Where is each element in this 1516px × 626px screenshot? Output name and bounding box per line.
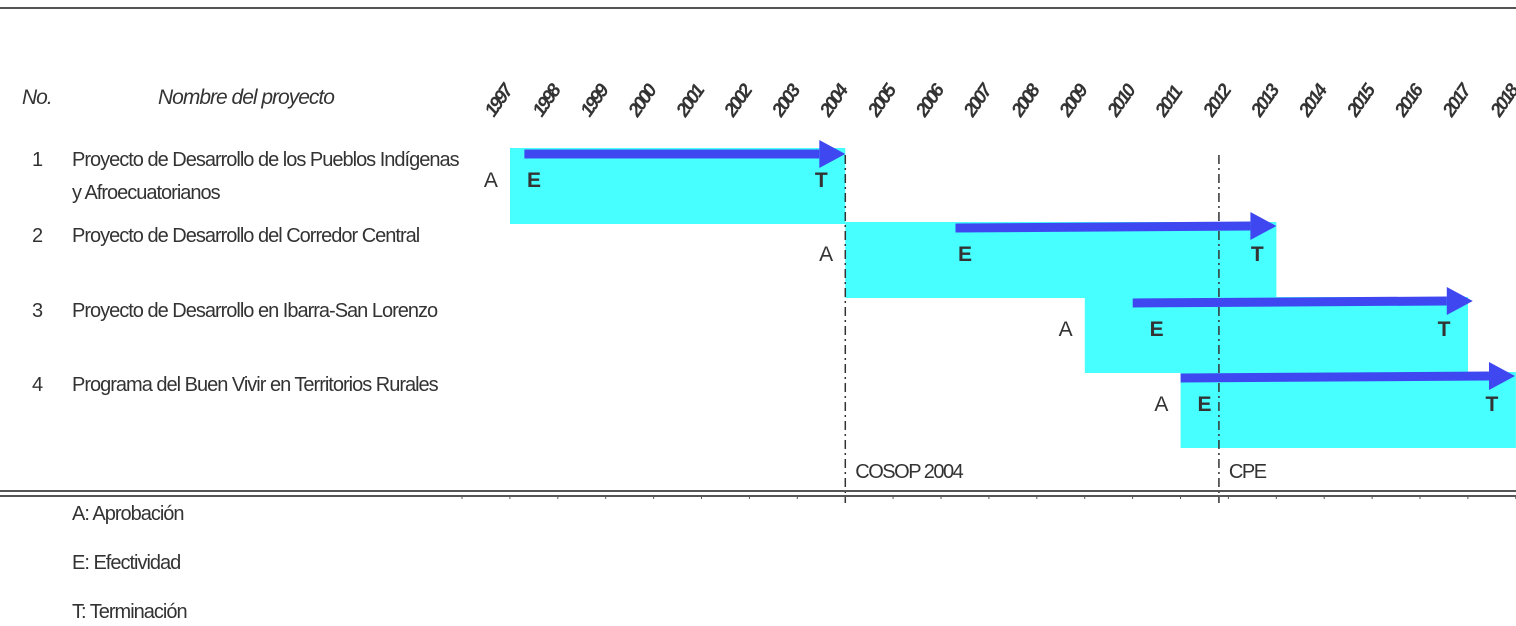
year-tick-label-1997: 1997 [481,79,519,121]
header-project-name-label: Nombre del proyecto [158,86,335,109]
termination-label-project-4: T [1486,393,1499,416]
arrow-shaft-project-2 [955,221,1251,233]
year-tick-label-2005: 2005 [864,80,902,122]
year-tick-label-2010: 2010 [1103,80,1141,122]
year-tick-label-2007: 2007 [959,79,998,122]
bar-project-2 [845,222,1277,298]
project-1-number: 1 [32,149,44,171]
approval-label-project-4: A [1154,393,1168,416]
arrow-shaft-project-3 [1132,296,1447,308]
arrow-shaft-project-4 [1180,371,1490,383]
milestone-label-1: COSOP 2004 [855,461,963,483]
legend-approval: A: Aprobación [72,503,185,525]
legend-termination: T: Terminación [72,601,188,623]
project-3-number: 3 [32,300,44,322]
bar-project-3 [1084,297,1468,373]
project-1-name: Proyecto de Desarrollo de los Pueblos In… [72,149,460,204]
project-4-name: Programa del Buen Vivir en Territorios R… [72,374,439,396]
arrow-head-project-1 [819,140,846,168]
project-4-number: 4 [32,374,44,396]
milestone-label-2: CPE [1229,461,1267,483]
year-tick-label-2013: 2013 [1247,80,1285,122]
year-tick-label-2014: 2014 [1295,80,1333,122]
year-tick-label-1999: 1999 [577,80,614,121]
effectiveness-label-project-3: E [1150,318,1164,341]
approval-label-project-3: A [1059,318,1073,341]
year-tick-label-2001: 2001 [672,81,709,122]
legend-effectiveness: E: Efectividad [72,552,181,574]
year-tick-label-2006: 2006 [911,80,949,122]
arrow-head-project-3 [1446,287,1473,315]
year-tick-label-2017: 2017 [1438,79,1477,122]
year-tick-label-1998: 1998 [529,80,566,121]
project-3-name: Proyecto de Desarrollo en Ibarra-San Lor… [72,300,438,322]
bar-project-4 [1180,372,1516,448]
top-rule [0,7,1516,9]
arrow-head-project-4 [1489,362,1515,390]
year-tick-label-2011: 2011 [1151,82,1188,122]
arrow-head-project-2 [1250,212,1277,240]
year-tick-label-2002: 2002 [720,80,758,122]
year-tick-label-2008: 2008 [1007,80,1045,122]
effectiveness-label-project-1: E [527,169,541,192]
termination-label-project-3: T [1438,318,1451,341]
year-tick-label-2015: 2015 [1343,80,1381,122]
approval-label-project-2: A [819,243,833,266]
termination-label-project-1: T [815,169,828,192]
year-tick-label-2012: 2012 [1199,80,1237,122]
year-tick-label-2004: 2004 [816,80,854,122]
year-tick-label-2018: 2018 [1486,80,1516,122]
year-tick-label-2016: 2016 [1390,80,1428,122]
effectiveness-label-project-4: E [1198,393,1212,416]
termination-label-project-2: T [1251,243,1264,266]
bar-project-1 [510,148,846,224]
project-2-number: 2 [32,225,44,247]
project-2-name: Proyecto de Desarrollo del Corredor Cent… [72,225,420,247]
year-tick-label-2000: 2000 [624,80,662,122]
approval-label-project-1: A [484,169,498,192]
year-tick-label-2009: 2009 [1055,80,1093,122]
effectiveness-label-project-2: E [958,243,972,266]
year-tick-label-2003: 2003 [768,80,806,122]
header-number-label: No. [22,86,53,109]
